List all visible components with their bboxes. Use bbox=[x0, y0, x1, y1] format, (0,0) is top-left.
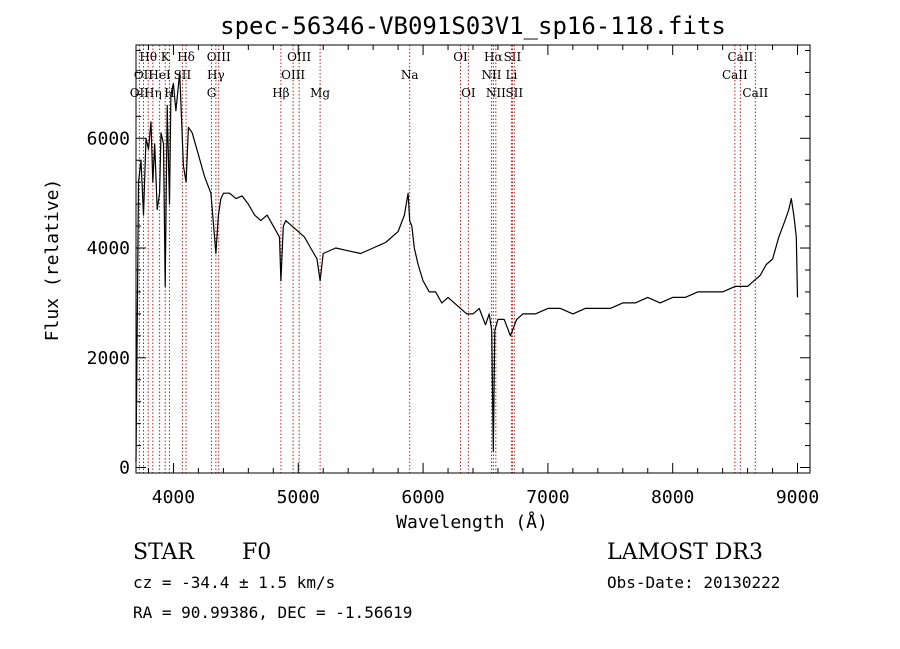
line-label-7: Hδ bbox=[177, 50, 195, 64]
line-label-11: G bbox=[207, 86, 217, 100]
plot-frame bbox=[135, 44, 811, 474]
line-label-18: OI bbox=[461, 86, 476, 100]
x-tick-label-1: 5000 bbox=[277, 487, 320, 508]
x-tick-label-5: 9000 bbox=[776, 487, 819, 508]
line-label-4: HeI bbox=[148, 68, 171, 82]
spectrum-line-0 bbox=[135, 71, 799, 463]
line-label-13: OIII bbox=[287, 50, 311, 64]
coordinates: RA = 90.99386, DEC = -1.56619 bbox=[133, 603, 413, 622]
observation-date: Obs-Date: 20130222 bbox=[607, 573, 781, 592]
x-tick-label-0: 4000 bbox=[152, 487, 195, 508]
x-tick-label-3: 7000 bbox=[526, 487, 569, 508]
line-label-23: Li bbox=[506, 68, 518, 82]
line-label-26: CaII bbox=[722, 68, 748, 82]
line-label-3: Hη bbox=[144, 86, 162, 100]
line-label-14: OIII bbox=[281, 68, 305, 82]
line-label-6: H bbox=[164, 86, 174, 100]
line-label-1: Hθ bbox=[139, 50, 157, 64]
line-label-10: Hγ bbox=[207, 68, 225, 82]
line-label-22: SII bbox=[504, 50, 522, 64]
line-label-19: Hα bbox=[484, 50, 503, 64]
line-label-9: OIII bbox=[207, 50, 231, 64]
line-label-8: SII bbox=[174, 68, 192, 82]
line-label-12: Hβ bbox=[272, 86, 289, 100]
line-label-17: OI bbox=[453, 50, 468, 64]
line-label-5: K bbox=[161, 50, 171, 64]
line-label-24: SII bbox=[505, 86, 523, 100]
object-subclass: F0 bbox=[242, 540, 272, 565]
line-label-25: CaII bbox=[727, 50, 753, 64]
line-label-2: OII bbox=[134, 68, 154, 82]
line-label-16: Na bbox=[401, 68, 419, 82]
y-tick-label-0: 0 bbox=[119, 458, 130, 479]
x-axis-label: Wavelength (Å) bbox=[396, 511, 548, 533]
x-tick-label-2: 6000 bbox=[401, 487, 444, 508]
y-tick-label-3: 6000 bbox=[87, 128, 130, 149]
object-class: STAR bbox=[133, 540, 194, 565]
line-label-27: CaII bbox=[742, 86, 768, 100]
line-label-20: NII bbox=[481, 68, 501, 82]
line-label-15: Mg bbox=[310, 86, 330, 100]
line-label-0: OII bbox=[130, 86, 150, 100]
y-tick-label-1: 2000 bbox=[87, 348, 130, 369]
axis-ticks: 4000 5000 6000 7000 8000 9000 0 2000 4000 6000 bbox=[87, 45, 819, 508]
chart-title: spec-56346-VB091S03V1_sp16-118.fits bbox=[220, 12, 726, 40]
x-tick-label-4: 8000 bbox=[651, 487, 694, 508]
redshift-cz: cz = -34.4 ± 1.5 km/s bbox=[133, 573, 336, 592]
line-label-21: NII bbox=[486, 86, 506, 100]
spectrum-series bbox=[135, 71, 799, 463]
survey-name: LAMOST DR3 bbox=[607, 540, 763, 565]
y-tick-label-2: 4000 bbox=[87, 238, 130, 259]
y-axis-label: Flux (relative) bbox=[42, 179, 63, 342]
